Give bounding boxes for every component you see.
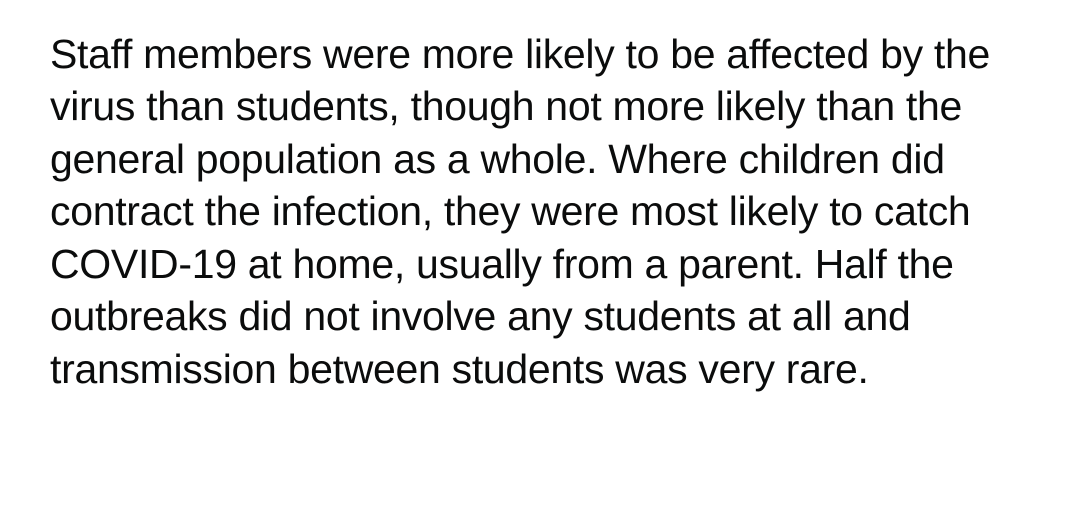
body-paragraph: Staff members were more likely to be aff… (50, 28, 1030, 395)
